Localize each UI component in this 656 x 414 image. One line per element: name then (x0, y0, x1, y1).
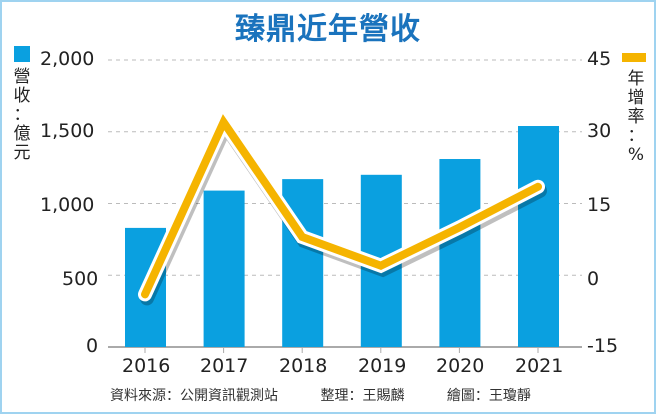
editor-text: 整理：王賜麟 (320, 388, 405, 404)
right-tick: 0 (587, 268, 600, 290)
right-axis-label: 年 增 率 ： % (627, 69, 645, 165)
footer-credits: 資料來源：公開資訊觀測站 整理：王賜麟 繪圖：王瓊靜 (110, 385, 531, 405)
right-tick: 15 (587, 194, 612, 216)
source-text: 資料來源：公開資訊觀測站 (110, 388, 278, 404)
right-tick: -15 (587, 335, 619, 357)
right-tick: 45 (587, 48, 612, 70)
chart-title: 臻鼎近年營收 (235, 12, 421, 47)
growth-legend-swatch (622, 53, 646, 62)
revenue-bar (282, 179, 324, 347)
x-tick: 2017 (200, 355, 249, 377)
x-tick: 2018 (279, 355, 328, 377)
x-tick: 2021 (515, 355, 564, 377)
revenue-bar (203, 190, 245, 347)
left-tick: 2,000 (40, 48, 95, 70)
left-tick: 1,500 (40, 120, 95, 142)
right-tick: 30 (587, 120, 612, 142)
x-tick: 2020 (436, 355, 485, 377)
left-axis-label: 營 收 ： 億 元 (13, 67, 31, 163)
left-tick: 0 (86, 335, 99, 357)
illustrator-text: 繪圖：王瓊靜 (446, 388, 531, 404)
revenue-bar (518, 126, 559, 347)
x-tick: 2019 (358, 355, 407, 377)
revenue-bar (439, 159, 481, 347)
x-tick: 2016 (122, 355, 171, 377)
revenue-legend-swatch (14, 46, 30, 62)
left-tick: 500 (62, 268, 99, 290)
left-tick: 1,000 (40, 194, 95, 216)
growth-line (141, 114, 542, 299)
